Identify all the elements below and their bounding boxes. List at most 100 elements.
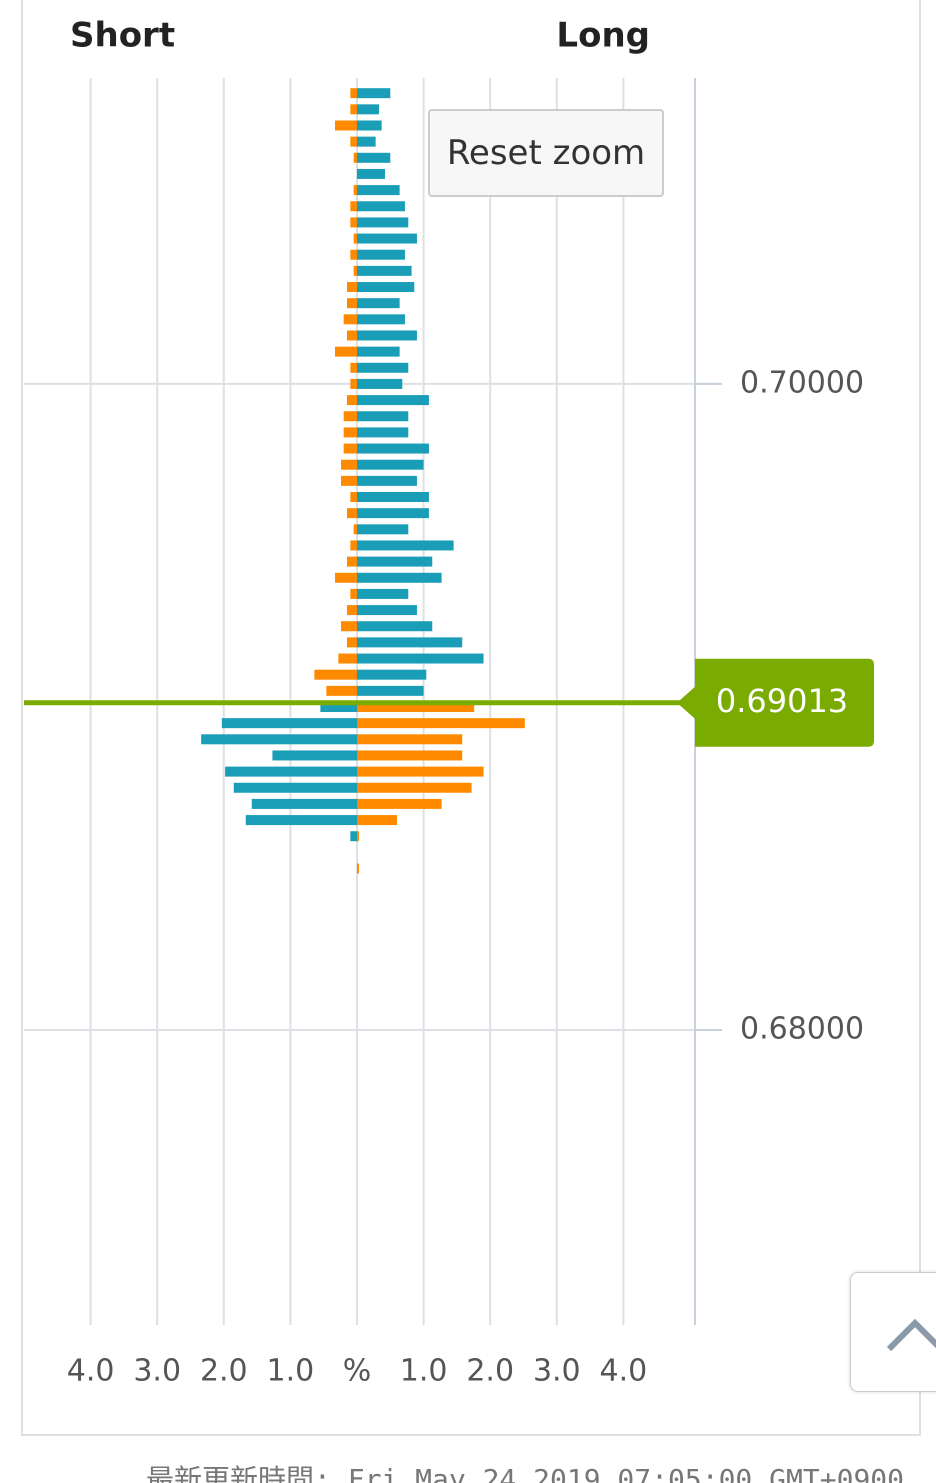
bar (350, 362, 357, 373)
bar (357, 136, 376, 147)
bar (357, 524, 409, 535)
bar (353, 185, 357, 196)
chevron-up-icon (886, 1318, 936, 1352)
bar (357, 750, 463, 761)
bar (338, 653, 357, 664)
bar (353, 524, 357, 535)
long-label: Long (556, 16, 650, 56)
bar (357, 766, 484, 777)
bar (357, 427, 409, 438)
bar (335, 120, 357, 131)
x-tick-label: 4.0 (67, 1354, 115, 1389)
bar (350, 588, 357, 599)
bar (350, 831, 357, 842)
short-label: Short (70, 16, 175, 56)
bar (347, 282, 357, 293)
bar (357, 201, 405, 212)
bar (353, 265, 357, 276)
bar (357, 298, 400, 309)
chart-frame (21, 0, 921, 1436)
bar (357, 637, 463, 648)
bar (357, 233, 417, 244)
bar (350, 136, 357, 147)
bar (233, 782, 357, 793)
bar (357, 120, 382, 131)
bar (357, 685, 424, 696)
bar (357, 669, 427, 680)
bar (335, 346, 357, 357)
bar (353, 233, 357, 244)
bar (320, 701, 357, 712)
bar (343, 411, 357, 422)
y-tick-label: 0.68000 (740, 1012, 864, 1047)
bar (225, 766, 357, 777)
bar (347, 556, 357, 567)
x-tick-label: 3.0 (533, 1354, 581, 1389)
x-tick-label: % (343, 1354, 372, 1389)
x-tick-label: 3.0 (133, 1354, 181, 1389)
scroll-top-button[interactable] (850, 1272, 936, 1392)
bar (357, 330, 417, 341)
bar (357, 621, 433, 632)
x-tick-label: 2.0 (200, 1354, 248, 1389)
bar (357, 459, 424, 470)
bar (357, 605, 417, 616)
bar (357, 815, 397, 826)
bar (357, 492, 429, 503)
bar (347, 298, 357, 309)
bar (357, 734, 463, 745)
bar (357, 362, 409, 373)
bar (341, 475, 357, 486)
bar (357, 152, 391, 163)
bar (347, 605, 357, 616)
reset-zoom-button[interactable]: Reset zoom (428, 109, 664, 197)
bar (341, 459, 357, 470)
x-tick-label: 1.0 (267, 1354, 315, 1389)
x-tick-label: 1.0 (400, 1354, 448, 1389)
y-tick-label: 0.70000 (740, 365, 864, 400)
bar (350, 88, 357, 99)
bar (357, 282, 415, 293)
bar (272, 750, 357, 761)
bar (357, 443, 429, 454)
x-tick-label: 4.0 (600, 1354, 648, 1389)
bar (357, 701, 475, 712)
bar (347, 508, 357, 519)
bar (357, 395, 429, 406)
bar (357, 653, 484, 664)
bar (343, 443, 357, 454)
bar (350, 201, 357, 212)
bar (251, 798, 357, 809)
bar (357, 265, 412, 276)
bar (357, 863, 359, 874)
bar (201, 734, 357, 745)
bar (357, 831, 359, 842)
bar (357, 798, 442, 809)
bar (357, 411, 409, 422)
bar (350, 249, 357, 260)
bar (357, 249, 405, 260)
bar (341, 621, 357, 632)
bar (221, 718, 357, 729)
bar (343, 314, 357, 325)
bar (353, 152, 357, 163)
bar (343, 427, 357, 438)
bar (357, 217, 409, 228)
bar (347, 637, 357, 648)
bar (357, 572, 442, 583)
update-time: 最新更新時間: Fri May 24 2019 07:05:00 GMT+090… (146, 1463, 905, 1483)
bar (357, 185, 400, 196)
bar (357, 314, 405, 325)
bar (357, 588, 409, 599)
current-price-badge (677, 658, 874, 747)
bar (350, 492, 357, 503)
x-tick-label: 2.0 (466, 1354, 514, 1389)
bar (357, 168, 385, 179)
bar (245, 815, 357, 826)
bar (347, 330, 357, 341)
bar (357, 475, 417, 486)
bar (357, 718, 525, 729)
bar (357, 378, 403, 389)
